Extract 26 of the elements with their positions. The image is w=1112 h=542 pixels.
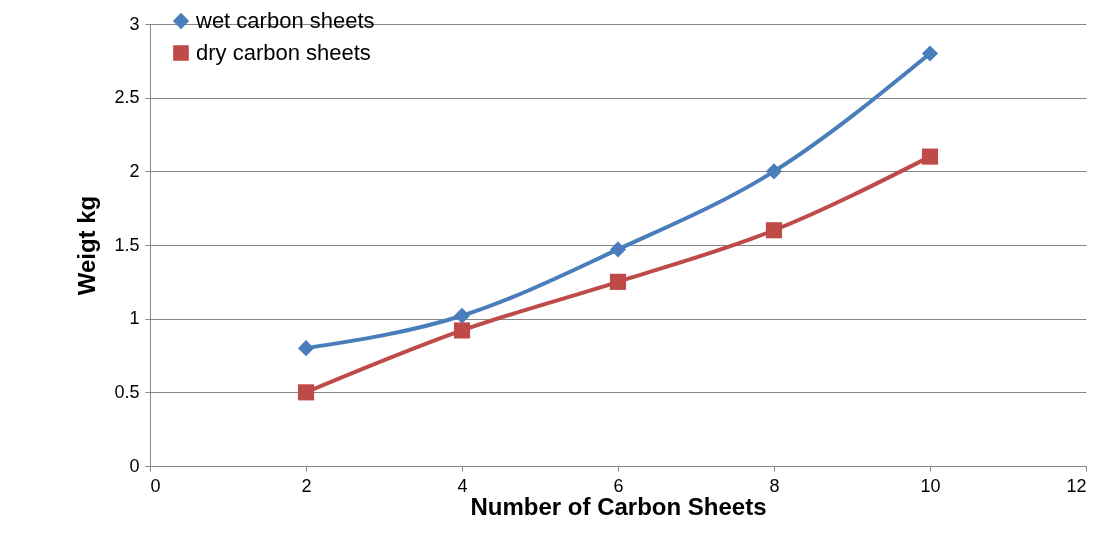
y-tick-label: 0 (129, 455, 140, 476)
y-tick-label: 2 (129, 160, 140, 181)
x-tick-label: 0 (150, 475, 161, 496)
point (921, 148, 939, 165)
x-tick-label: 10 (920, 475, 941, 496)
point (297, 340, 315, 357)
x-tick-label: 12 (1066, 475, 1087, 496)
point (921, 45, 939, 62)
y-axis-title: Weigt kg (73, 195, 101, 296)
y-tick-label: 1 (129, 308, 140, 329)
x-tick-label: 2 (301, 475, 312, 496)
y-tick-label: 3 (129, 13, 140, 34)
point (453, 322, 471, 339)
point (765, 163, 783, 180)
legend-label: dry carbon sheets (196, 40, 371, 65)
point (453, 307, 471, 324)
x-tick-label: 8 (769, 475, 780, 496)
y-tick-label: 1.5 (114, 234, 140, 255)
y-tick-label: 2.5 (114, 87, 140, 108)
point (609, 273, 627, 290)
point (765, 222, 783, 239)
point (297, 384, 315, 401)
x-tick-label: 4 (457, 475, 468, 496)
legend-label: wet carbon sheets (195, 8, 375, 33)
y-tick-label: 0.5 (114, 381, 140, 402)
point (609, 241, 627, 258)
